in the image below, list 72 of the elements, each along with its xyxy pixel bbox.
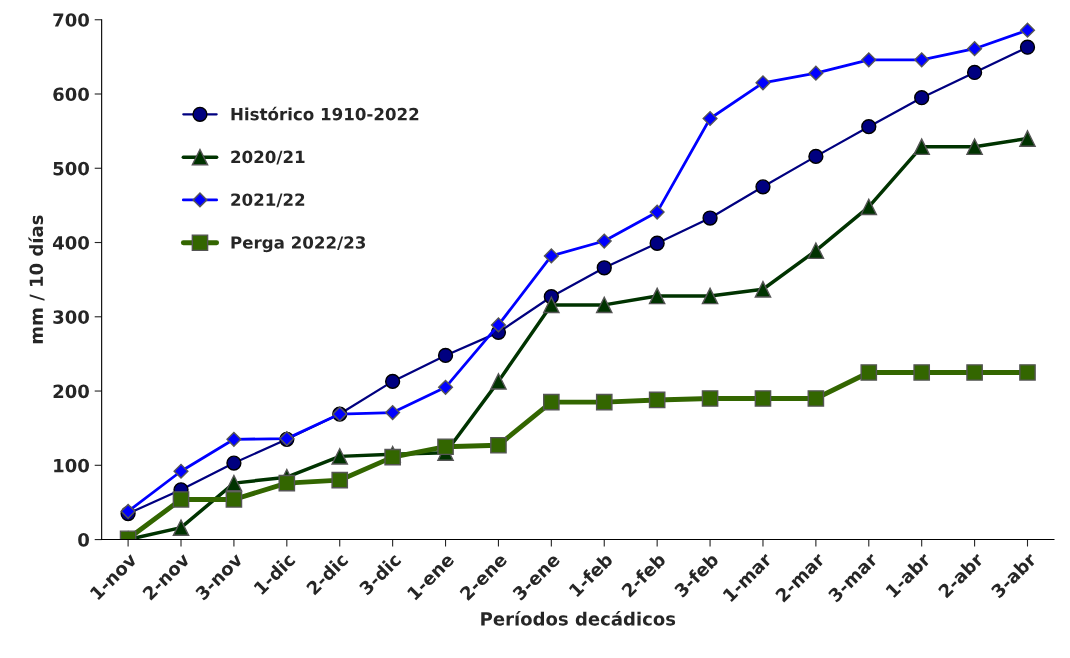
x-axis-title: Períodos decádicos (481, 610, 676, 626)
legend-label: Perga 2022/23 (231, 236, 366, 253)
point (914, 52, 930, 68)
point (967, 41, 983, 57)
point (595, 296, 613, 314)
point (808, 65, 824, 81)
point (172, 519, 190, 537)
point (595, 393, 613, 411)
point (807, 242, 825, 260)
point (331, 448, 349, 465)
y-tick-label: 300 (53, 310, 89, 324)
point (226, 431, 242, 447)
point (385, 405, 401, 421)
point (437, 379, 454, 395)
point (701, 287, 719, 305)
point (702, 210, 718, 226)
point (172, 491, 190, 508)
point (543, 248, 559, 264)
point (754, 280, 772, 298)
point (860, 364, 878, 381)
legend-label: 2020/21 (231, 150, 305, 165)
point (807, 390, 825, 407)
point (437, 347, 454, 364)
point (914, 90, 930, 106)
point (173, 463, 189, 479)
point (226, 455, 242, 471)
point (648, 287, 666, 305)
point (808, 148, 824, 165)
point (384, 448, 401, 466)
y-tick-label: 500 (53, 161, 89, 176)
point (437, 438, 454, 456)
y-tick-label: 700 (53, 13, 89, 27)
point (1019, 364, 1036, 381)
point (490, 317, 507, 333)
y-tick-label: 200 (53, 384, 89, 399)
point (755, 179, 771, 195)
point (649, 235, 665, 251)
point (755, 75, 771, 91)
y-axis-title: mm / 10 días (28, 215, 45, 344)
y-tick-label: 0 (78, 533, 89, 547)
point (648, 391, 666, 409)
point (966, 364, 983, 381)
legend-label: 2021/22 (231, 193, 305, 208)
point (649, 204, 665, 220)
point (596, 233, 612, 249)
point (702, 110, 718, 127)
point (490, 436, 507, 454)
point (861, 52, 877, 68)
point (543, 296, 560, 314)
point (1019, 39, 1036, 55)
y-tick-label: 400 (52, 235, 89, 250)
point (278, 474, 296, 492)
point (861, 119, 877, 135)
point (384, 373, 401, 390)
point (225, 491, 243, 508)
legend-label: Histórico 1910-2022 (231, 106, 419, 121)
point (966, 138, 983, 156)
point (225, 474, 243, 492)
y-tick-label: 600 (53, 87, 89, 102)
point (490, 373, 507, 390)
point (596, 260, 612, 276)
point (331, 471, 349, 489)
point (860, 198, 878, 216)
point (543, 393, 560, 411)
point (754, 390, 772, 407)
y-tick-label: 100 (54, 458, 89, 473)
point (701, 390, 719, 407)
point (966, 64, 983, 81)
point (913, 364, 931, 381)
point (1019, 130, 1036, 147)
point (913, 138, 931, 156)
point (1019, 22, 1036, 38)
